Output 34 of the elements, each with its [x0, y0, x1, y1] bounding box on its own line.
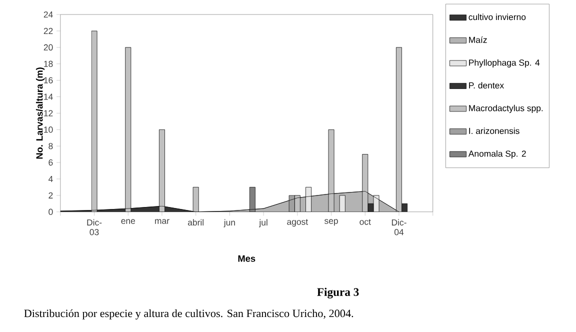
legend-label: P. dentex [469, 82, 504, 89]
legend-label: Maíz [469, 36, 487, 44]
text: Distribución por especie y altura de cultivos. San Francisco Uricho, 2004. [24, 309, 354, 320]
x-tick-label: jun [224, 219, 235, 228]
y-tick-label: 22 [44, 28, 53, 34]
x-tick-label: abril [188, 219, 204, 226]
legend-label: Macrodactylus spp. [469, 104, 543, 114]
y-tick-label: 4 [48, 176, 53, 182]
y-tick-label: 24 [44, 12, 53, 18]
legend-label: Phyllophaga Sp. 4 [469, 59, 540, 68]
y-tick-label: 0 [48, 208, 53, 216]
y-tick-label: 2 [48, 192, 53, 199]
x-tick-label: jul [258, 219, 268, 228]
x-tick-label: oct [360, 219, 371, 225]
x-tick-label: Dic-04 [392, 219, 406, 236]
x-tick-label: sep [324, 219, 338, 226]
x-axis-title: Mes [238, 255, 256, 262]
y-tick-label: 6 [48, 160, 53, 166]
text: Figura 3 [317, 288, 359, 299]
y-tick-label: 18 [44, 60, 53, 68]
y-tick-label: 16 [44, 77, 53, 84]
x-tick-label: mar [155, 219, 170, 224]
x-tick-label: ene [121, 219, 136, 224]
legend-label: Anomala Sp. 2 [468, 150, 526, 159]
x-tick-label: agost [287, 219, 308, 227]
y-axis-title: No. Larvas/altura (m) [36, 68, 45, 159]
y-tick-label: 10 [44, 126, 53, 133]
y-tick-label: 12 [44, 110, 53, 116]
y-tick-label: 20 [44, 44, 53, 51]
y-tick-label: 14 [44, 94, 53, 100]
y-tick-label: 8 [48, 143, 53, 150]
legend-label: I. arizonensis [469, 128, 520, 134]
legend-label: cultivo invierno [468, 14, 526, 20]
x-tick-label: Dic-03 [87, 219, 102, 236]
